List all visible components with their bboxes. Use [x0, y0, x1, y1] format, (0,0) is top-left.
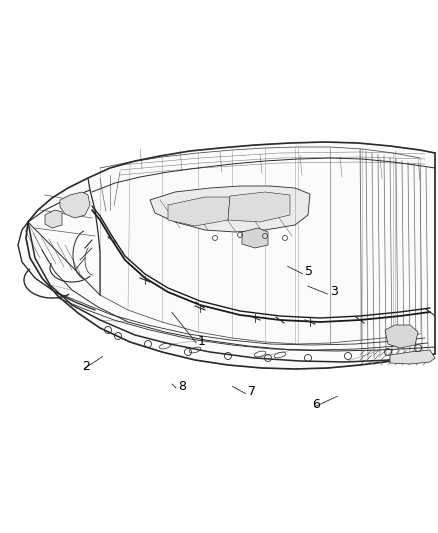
Text: 1: 1: [198, 335, 206, 348]
Polygon shape: [45, 210, 62, 228]
Text: 7: 7: [248, 385, 256, 398]
Polygon shape: [150, 186, 310, 232]
Polygon shape: [228, 192, 290, 222]
Text: 3: 3: [330, 285, 338, 298]
Polygon shape: [60, 192, 90, 218]
Text: 6: 6: [312, 398, 320, 411]
Text: 8: 8: [178, 380, 186, 393]
Polygon shape: [168, 197, 230, 226]
Text: 2: 2: [82, 360, 90, 373]
Polygon shape: [26, 142, 435, 369]
Polygon shape: [385, 325, 418, 348]
Polygon shape: [242, 228, 268, 248]
Text: 5: 5: [305, 265, 313, 278]
Polygon shape: [390, 350, 435, 364]
